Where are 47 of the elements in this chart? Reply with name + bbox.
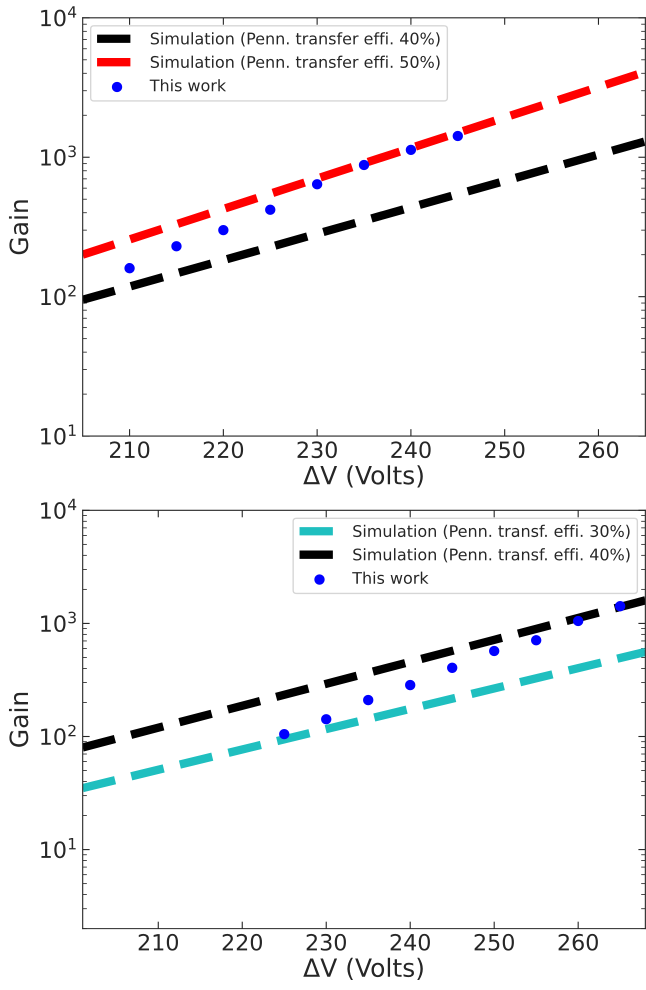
point <box>452 130 463 142</box>
x-tick-label: 210 <box>110 441 150 458</box>
x-tick-label: 250 <box>485 441 524 458</box>
x-tick-label: 230 <box>298 441 337 458</box>
x-tick-label: 220 <box>204 441 244 458</box>
y-tick-label: 10$^{4}$ <box>41 498 76 519</box>
legend-label: This work <box>352 572 429 584</box>
y-tick-label: 10$^{1}$ <box>41 838 76 858</box>
point <box>447 662 458 673</box>
x-tick-label: 210 <box>138 934 178 951</box>
legend-label: Simulation (Penn. transfer effi. 40%) <box>150 32 440 46</box>
point <box>218 224 229 236</box>
legend-label: Simulation (Penn. transf. effi. 30%) <box>353 524 630 539</box>
legend-label: This work <box>150 79 226 92</box>
legend-label: Simulation (Penn. transfer effi. 50%) <box>150 56 440 70</box>
point <box>265 204 276 215</box>
y-tick-label: 10$^{3}$ <box>41 612 76 632</box>
x-tick-label: 240 <box>390 934 430 951</box>
point <box>171 241 182 252</box>
point <box>489 646 500 656</box>
point <box>615 601 626 612</box>
y-tick-label: 10$^{3}$ <box>41 145 76 166</box>
point <box>406 144 416 155</box>
point <box>321 714 332 724</box>
y-axis-title: Gain <box>8 200 28 254</box>
point <box>363 694 374 706</box>
x-tick-label: 250 <box>474 934 514 951</box>
x-axis-title: ΔV (Volts) <box>303 465 423 488</box>
x-tick-label: 230 <box>306 934 346 951</box>
point <box>312 179 322 190</box>
x-tick-label: 220 <box>222 934 262 951</box>
y-tick-label: 10$^{2}$ <box>41 724 76 746</box>
y-tick-label: 10$^{2}$ <box>41 284 76 306</box>
legend-label: Simulation (Penn. transf. effi. 40%) <box>353 548 630 562</box>
y-tick-label: 10$^{1}$ <box>41 424 76 445</box>
x-tick-label: 240 <box>391 441 431 458</box>
y-axis-title: Gain <box>8 692 28 747</box>
y-tick-label: 10$^{4}$ <box>41 6 76 26</box>
x-axis-title: ΔV (Volts) <box>303 958 423 980</box>
point <box>531 635 542 646</box>
point <box>279 728 290 740</box>
x-tick-label: 260 <box>578 441 618 458</box>
point <box>124 263 135 274</box>
point <box>573 616 584 626</box>
point <box>405 680 416 690</box>
point <box>358 160 370 170</box>
x-tick-label: 260 <box>558 934 598 951</box>
